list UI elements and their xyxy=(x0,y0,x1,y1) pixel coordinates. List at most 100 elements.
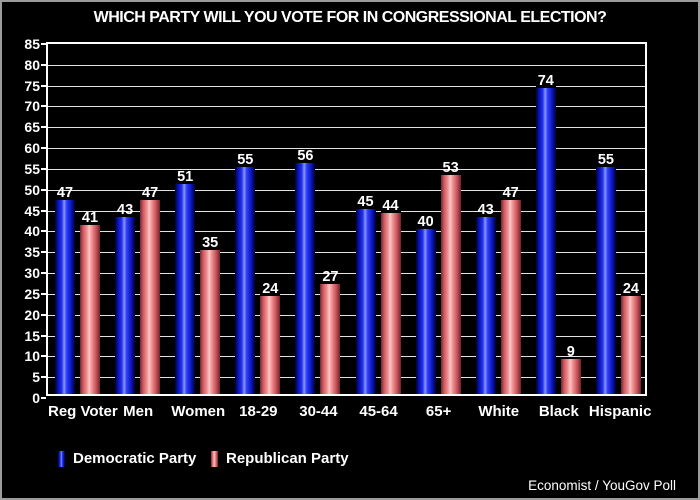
republican-bar xyxy=(320,281,341,394)
x-category-label: Hispanic xyxy=(588,403,652,420)
y-tick-mark xyxy=(41,313,46,316)
y-tick-label: 55 xyxy=(24,160,40,177)
democratic-bar xyxy=(115,214,136,394)
legend-label-republican: Republican Party xyxy=(226,450,349,467)
bar-value-label: 35 xyxy=(202,235,219,252)
y-tick-mark xyxy=(41,84,46,87)
y-tick-mark xyxy=(41,126,46,129)
republican-bar xyxy=(620,294,641,394)
y-tick-label: 20 xyxy=(24,306,40,323)
gridline xyxy=(48,335,645,337)
source-credit: Economist / YouGov Poll xyxy=(528,478,676,493)
y-tick-label: 0 xyxy=(32,390,40,406)
democratic-bar xyxy=(415,227,436,394)
x-category-label: 45-64 xyxy=(359,403,398,420)
y-tick-label: 50 xyxy=(24,181,40,198)
y-tick-label: 40 xyxy=(24,223,40,240)
republican-bar xyxy=(380,210,401,394)
y-tick-label: 85 xyxy=(24,36,40,52)
bar-value-label: 74 xyxy=(537,72,554,89)
democratic-bar xyxy=(475,214,496,394)
republican-legend-swatch-icon xyxy=(211,450,218,467)
democratic-bar xyxy=(355,206,376,394)
y-tick-mark xyxy=(41,209,46,212)
bar-value-label: 9 xyxy=(566,343,575,360)
y-tick-mark xyxy=(41,63,46,66)
democratic-bar xyxy=(175,181,196,394)
bar-value-label: 55 xyxy=(597,151,614,168)
gridline xyxy=(48,293,645,295)
republican-bar xyxy=(560,356,581,394)
gridline xyxy=(48,64,645,66)
y-tick-label: 75 xyxy=(24,77,40,94)
bar-value-label: 27 xyxy=(322,268,339,285)
bar-value-label: 56 xyxy=(297,147,314,164)
bar-value-label: 45 xyxy=(357,193,374,210)
chart-title: WHICH PARTY WILL YOU VOTE FOR IN CONGRES… xyxy=(93,9,607,26)
gridline xyxy=(48,85,645,87)
bar-value-label: 51 xyxy=(177,168,194,185)
y-tick-mark xyxy=(41,292,46,295)
republican-bar xyxy=(200,248,221,394)
bar-value-label: 40 xyxy=(417,214,434,231)
x-category-label: 30-44 xyxy=(299,403,338,420)
x-category-label: Women xyxy=(171,403,226,420)
gridline xyxy=(48,189,645,191)
democratic-bar xyxy=(235,164,256,394)
bar-value-label: 43 xyxy=(117,201,134,218)
y-tick-mark xyxy=(41,355,46,358)
y-tick-mark xyxy=(41,167,46,170)
y-tick-mark xyxy=(41,334,46,337)
y-tick-label: 45 xyxy=(24,202,40,219)
legend-item-democratic: Democratic Party xyxy=(58,450,196,467)
gridline xyxy=(48,314,645,316)
gridline xyxy=(48,148,645,150)
y-tick-mark xyxy=(41,147,46,150)
gridline xyxy=(48,356,645,358)
y-tick-label: 5 xyxy=(32,369,40,386)
gridline xyxy=(48,377,645,379)
legend-item-republican: Republican Party xyxy=(211,450,349,467)
plot-area: 47 41 43 47 51 35 55 24 56 27 45 44 40 53 43 47 74 9 55 24 xyxy=(46,42,647,396)
y-tick-mark xyxy=(41,376,46,379)
republican-bar xyxy=(440,173,461,394)
y-tick-label: 80 xyxy=(24,56,40,73)
x-category-label: 18-29 xyxy=(239,403,278,420)
y-tick-mark xyxy=(41,105,46,108)
bar-value-label: 24 xyxy=(622,281,639,298)
y-tick-label: 35 xyxy=(24,244,40,261)
bar-value-label: 47 xyxy=(502,185,519,202)
gridline xyxy=(48,231,645,233)
y-tick-label: 15 xyxy=(24,327,40,344)
democratic-bar xyxy=(295,160,316,394)
bar-value-label: 47 xyxy=(56,185,74,202)
gridline xyxy=(48,106,645,108)
bar-value-label: 41 xyxy=(81,210,99,227)
republican-bar xyxy=(500,198,521,394)
y-tick-label: 30 xyxy=(24,265,40,282)
y-tick-label: 65 xyxy=(24,119,40,136)
gridline xyxy=(48,168,645,170)
x-category-label: Reg Voter xyxy=(48,403,118,420)
gridline xyxy=(48,127,645,129)
democratic-legend-swatch-icon xyxy=(58,450,65,467)
democratic-bar xyxy=(55,198,75,394)
y-tick-mark xyxy=(41,397,46,399)
y-tick-label: 60 xyxy=(24,140,40,157)
legend-label-democratic: Democratic Party xyxy=(73,450,197,467)
bar-value-label: 55 xyxy=(237,151,254,168)
y-tick-label: 70 xyxy=(24,98,40,115)
x-category-label: Black xyxy=(538,403,579,420)
x-category-label: White xyxy=(478,403,520,420)
democratic-bar xyxy=(535,85,556,394)
y-tick-mark xyxy=(41,251,46,254)
republican-bar xyxy=(260,294,281,394)
bar-value-label: 24 xyxy=(262,281,279,298)
bar-value-label: 43 xyxy=(477,201,494,218)
republican-bar xyxy=(140,198,161,394)
x-category-label: Men xyxy=(123,403,154,420)
republican-bar xyxy=(80,223,100,394)
y-tick-mark xyxy=(41,230,46,233)
gridline xyxy=(48,252,645,254)
